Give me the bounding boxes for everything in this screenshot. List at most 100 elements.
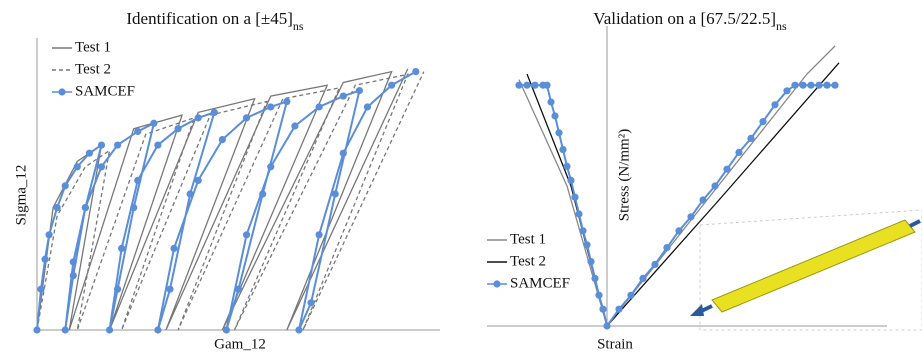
data-point [187, 190, 194, 197]
data-point [575, 210, 582, 217]
data-point [531, 82, 538, 89]
data-point [267, 103, 274, 110]
data-point [98, 141, 105, 148]
data-point [98, 163, 105, 170]
figure: Identification on a [±45]nsGam_12Sigma_1… [0, 0, 922, 355]
x-axis-label: Strain [597, 336, 633, 352]
data-point [154, 141, 161, 148]
legend-label: Test 2 [510, 253, 546, 269]
data-point [687, 213, 694, 220]
series-line [37, 69, 408, 330]
data-point [134, 177, 141, 184]
data-point [412, 68, 419, 75]
data-point [130, 204, 137, 211]
data-point [543, 82, 550, 89]
data-point [283, 98, 290, 105]
data-point [711, 182, 718, 189]
data-point [595, 292, 602, 299]
title-main: Validation on a [67.5/22.5] [593, 9, 776, 28]
title-main: Identification on a [±45] [126, 9, 293, 28]
data-point [150, 120, 157, 127]
data-point [603, 322, 610, 329]
data-point [791, 82, 798, 89]
legend-marker [493, 280, 500, 287]
data-point [166, 286, 173, 293]
data-point [316, 231, 323, 238]
data-point [114, 286, 121, 293]
legend-marker [58, 88, 65, 95]
data-point [515, 82, 522, 89]
data-point [332, 190, 339, 197]
title-subscript: ns [293, 19, 304, 33]
data-point [356, 87, 363, 94]
data-point [316, 103, 323, 110]
data-point [663, 244, 670, 251]
data-point [243, 114, 250, 121]
data-point [523, 82, 530, 89]
data-point [70, 258, 77, 265]
data-point [583, 241, 590, 248]
data-point [70, 272, 77, 279]
data-point [571, 194, 578, 201]
data-point [74, 163, 81, 170]
data-point [567, 177, 574, 184]
data-point [735, 149, 742, 156]
data-point [37, 286, 44, 293]
data-point [723, 166, 730, 173]
data-point [615, 306, 622, 313]
data-point [41, 256, 48, 263]
data-point [118, 245, 125, 252]
data-point [831, 82, 838, 89]
data-point [759, 118, 766, 125]
series-line [37, 72, 416, 330]
data-point [823, 82, 830, 89]
data-point [219, 136, 226, 143]
data-point [771, 101, 778, 108]
data-point [243, 231, 250, 238]
data-point [639, 275, 646, 282]
data-point [106, 326, 113, 333]
data-point [170, 245, 177, 252]
y-axis-label: Stress (N/mm²) [616, 129, 632, 221]
data-point [799, 82, 806, 89]
legend-label: Test 1 [510, 231, 546, 247]
data-point [82, 204, 89, 211]
title-subscript: ns [776, 19, 787, 33]
data-point [699, 196, 706, 203]
data-point [259, 190, 266, 197]
legend-label: SAMCEF [75, 83, 135, 99]
data-point [86, 150, 93, 157]
data-point [62, 182, 69, 189]
data-point [195, 177, 202, 184]
data-point [54, 204, 61, 211]
data-point [651, 261, 658, 268]
data-point [807, 82, 814, 89]
data-point [291, 122, 298, 129]
chart-title: Validation on a [67.5/22.5]ns [593, 9, 787, 33]
data-point [815, 82, 822, 89]
data-point [547, 98, 554, 105]
data-point [555, 129, 562, 136]
data-point [114, 141, 121, 148]
legend-label: Test 1 [75, 39, 111, 55]
data-point [211, 109, 218, 116]
data-point [154, 326, 161, 333]
y-axis-label: Sigma_12 [13, 165, 29, 226]
data-point [195, 114, 202, 121]
data-point [134, 128, 141, 135]
data-point [559, 146, 566, 153]
chart-title: Identification on a [±45]ns [126, 9, 304, 33]
data-point [340, 150, 347, 157]
legend-label: Test 2 [75, 61, 111, 77]
data-point [45, 231, 52, 238]
data-point [747, 135, 754, 142]
data-point [579, 227, 586, 234]
data-point [783, 87, 790, 94]
data-point [223, 326, 230, 333]
specimen-illustration [690, 210, 922, 330]
x-axis-label: Gam_12 [214, 336, 266, 352]
data-point [295, 326, 302, 333]
legend-label: SAMCEF [510, 275, 570, 291]
data-point [267, 163, 274, 170]
data-point [627, 292, 634, 299]
